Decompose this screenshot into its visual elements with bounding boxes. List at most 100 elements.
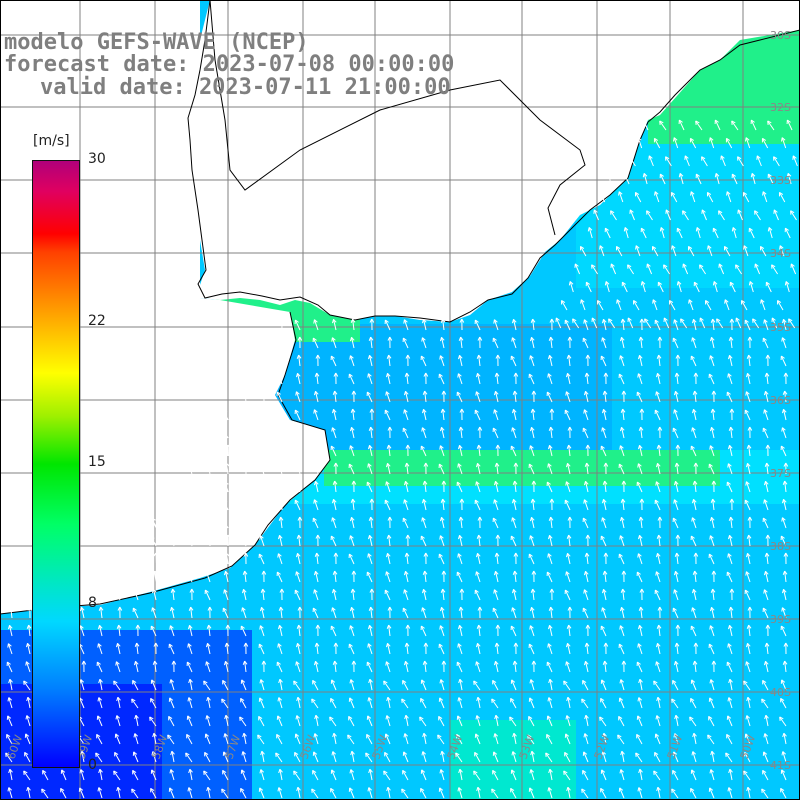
speed-cell xyxy=(324,558,342,576)
speed-cell xyxy=(756,450,774,468)
speed-cell xyxy=(612,396,630,414)
speed-cell xyxy=(432,468,450,486)
speed-cell xyxy=(720,198,738,216)
speed-cell xyxy=(342,468,360,486)
speed-cell xyxy=(324,414,342,432)
speed-cell xyxy=(720,162,738,180)
speed-cell xyxy=(342,414,360,432)
speed-cell xyxy=(774,252,792,270)
speed-cell xyxy=(486,378,504,396)
speed-cell xyxy=(702,342,720,360)
speed-cell xyxy=(792,468,800,486)
speed-cell xyxy=(450,378,468,396)
speed-cell xyxy=(630,594,648,612)
speed-cell xyxy=(540,306,558,324)
speed-cell xyxy=(612,432,630,450)
speed-cell xyxy=(414,468,432,486)
speed-cell xyxy=(540,288,558,306)
speed-cell xyxy=(702,324,720,342)
speed-cell xyxy=(684,90,702,108)
speed-cell xyxy=(630,378,648,396)
speed-cell xyxy=(540,252,558,270)
speed-cell xyxy=(720,738,738,756)
speed-cell xyxy=(360,324,378,342)
speed-cell xyxy=(576,234,594,252)
speed-cell xyxy=(396,612,414,630)
speed-cell xyxy=(540,396,558,414)
speed-cell xyxy=(486,324,504,342)
speed-cell xyxy=(720,54,738,72)
speed-cell xyxy=(612,234,630,252)
speed-cell xyxy=(666,216,684,234)
latitude-label: 41S xyxy=(770,759,791,772)
speed-cell xyxy=(522,306,540,324)
speed-cell xyxy=(702,72,720,90)
colorbar-tick-label: 8 xyxy=(88,595,97,612)
speed-cell xyxy=(378,666,396,684)
speed-cell xyxy=(720,144,738,162)
latitude-label: 35S xyxy=(770,321,791,334)
speed-cell xyxy=(792,558,800,576)
speed-cell xyxy=(720,234,738,252)
speed-cell xyxy=(720,72,738,90)
speed-cell xyxy=(648,180,666,198)
speed-cell xyxy=(72,792,90,800)
speed-cell xyxy=(432,792,450,800)
speed-cell xyxy=(756,180,774,198)
speed-cell xyxy=(450,342,468,360)
speed-cell xyxy=(630,306,648,324)
speed-cell xyxy=(522,576,540,594)
speed-cell xyxy=(630,360,648,378)
speed-cell xyxy=(504,414,522,432)
speed-cell xyxy=(108,612,126,630)
speed-cell xyxy=(720,594,738,612)
speed-cell xyxy=(216,774,234,792)
speed-cell xyxy=(792,288,800,306)
speed-cell xyxy=(558,594,576,612)
speed-cell xyxy=(666,450,684,468)
speed-cell xyxy=(792,180,800,198)
speed-cell xyxy=(612,288,630,306)
speed-cell xyxy=(324,432,342,450)
speed-cell xyxy=(666,612,684,630)
speed-cell xyxy=(306,306,324,324)
speed-cell xyxy=(324,630,342,648)
speed-cell xyxy=(666,342,684,360)
speed-cell xyxy=(720,306,738,324)
speed-cell xyxy=(756,270,774,288)
speed-cell xyxy=(576,342,594,360)
speed-cell xyxy=(306,522,324,540)
speed-cell xyxy=(180,594,198,612)
speed-cell xyxy=(720,792,738,800)
speed-cell xyxy=(522,558,540,576)
speed-cell xyxy=(414,450,432,468)
speed-cell xyxy=(324,540,342,558)
speed-cell xyxy=(540,792,558,800)
speed-cell xyxy=(792,414,800,432)
speed-cell xyxy=(270,594,288,612)
speed-cell xyxy=(720,342,738,360)
speed-cell xyxy=(666,684,684,702)
speed-cell xyxy=(792,504,800,522)
speed-cell xyxy=(666,540,684,558)
speed-cell xyxy=(648,342,666,360)
speed-cell xyxy=(738,594,756,612)
speed-cell xyxy=(360,450,378,468)
speed-cell xyxy=(612,792,630,800)
speed-cell xyxy=(468,360,486,378)
speed-cell xyxy=(630,180,648,198)
speed-cell xyxy=(666,198,684,216)
speed-cell xyxy=(360,378,378,396)
speed-cell xyxy=(648,432,666,450)
speed-cell xyxy=(450,324,468,342)
speed-cell xyxy=(486,522,504,540)
speed-cell xyxy=(684,630,702,648)
speed-cell xyxy=(648,306,666,324)
speed-cell xyxy=(288,306,306,324)
colorbar-tick-label: 0 xyxy=(88,757,97,773)
latitude-label: 40S xyxy=(770,686,791,699)
speed-cell xyxy=(216,630,234,648)
speed-cell xyxy=(144,630,162,648)
speed-cell xyxy=(558,252,576,270)
speed-cell xyxy=(414,360,432,378)
